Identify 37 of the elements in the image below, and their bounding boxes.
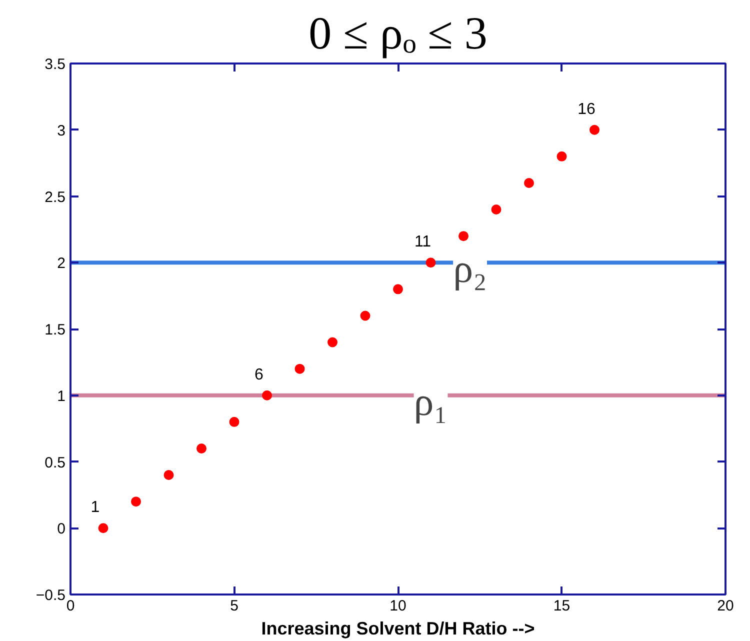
x-tick-label: 20 <box>717 598 734 614</box>
y-tick-label: 0 <box>57 520 66 538</box>
point <box>360 310 370 321</box>
chart-title: 0 ≤ ρₒ ≤ 3 <box>308 8 488 58</box>
point <box>590 124 600 135</box>
annotation: 6 <box>254 366 264 384</box>
point <box>164 470 174 480</box>
y-tick-label: −0.5 <box>36 587 66 604</box>
point <box>262 390 272 400</box>
annotation: 11 <box>414 234 432 251</box>
point <box>556 151 567 162</box>
point <box>426 258 436 268</box>
point <box>393 284 403 294</box>
y-tick-label: 1 <box>57 388 66 405</box>
annotation: 1 <box>90 499 100 516</box>
x-tick-label: 15 <box>553 598 570 614</box>
point <box>196 443 206 454</box>
x-tick-label: 5 <box>230 598 238 614</box>
point <box>491 204 502 215</box>
ref-line-label: ρ₂ <box>453 246 488 292</box>
point <box>229 416 240 427</box>
y-tick-label: 2 <box>57 255 66 272</box>
annotation: 16 <box>578 100 596 118</box>
point <box>131 496 141 507</box>
point <box>294 364 305 374</box>
point <box>328 337 338 348</box>
point <box>98 523 108 534</box>
x-tick-label: 10 <box>390 598 406 614</box>
x-axis-title: Increasing Solvent D/H Ratio --> <box>261 618 535 638</box>
y-tick-label: 3 <box>57 122 66 140</box>
y-tick-label: 3.5 <box>44 56 66 73</box>
y-tick-label: 2.5 <box>44 188 66 206</box>
y-tick-label: 0.5 <box>44 454 66 472</box>
point <box>458 231 468 242</box>
point <box>524 178 534 188</box>
ref-line-label: ρ₁ <box>414 378 448 424</box>
y-tick-label: 1.5 <box>44 322 66 338</box>
